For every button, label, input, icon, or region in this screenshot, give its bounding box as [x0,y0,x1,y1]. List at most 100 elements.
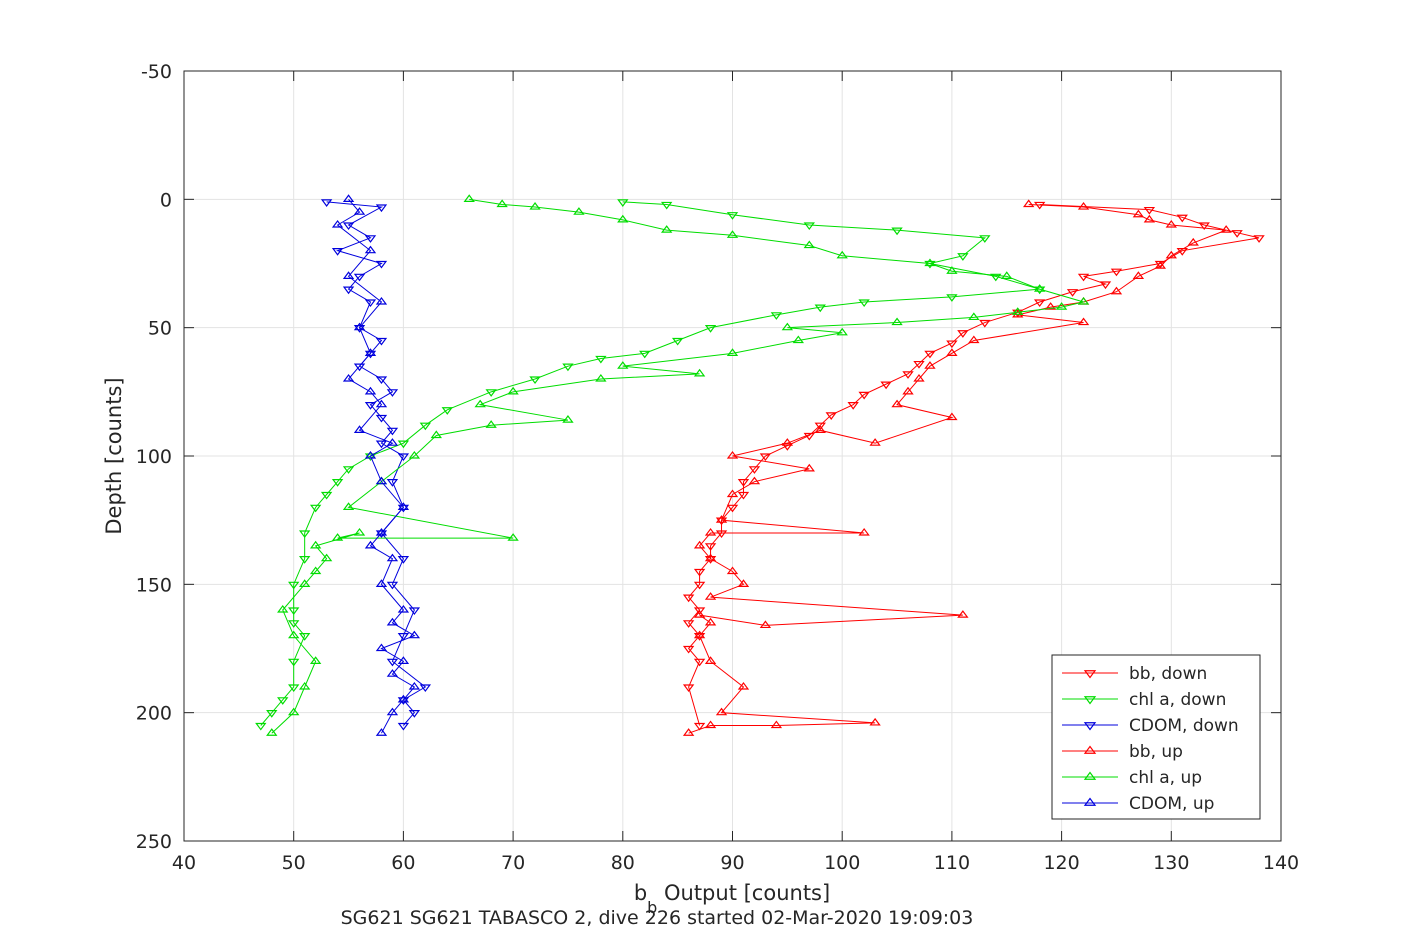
data-point [342,222,355,231]
data-point [397,504,410,513]
x-tick-label: 70 [501,852,525,874]
data-point [924,258,936,267]
data-point [342,466,355,474]
data-point [1077,201,1090,210]
series-line [687,203,1260,726]
data-point [1176,214,1188,223]
data-point [781,443,794,451]
data-point [1154,261,1167,269]
data-point [1110,268,1123,277]
series-3 [682,199,1232,736]
data-point [1022,199,1035,208]
data-point [430,430,443,439]
data-point [924,361,936,369]
data-point [869,717,881,726]
series-4 [266,194,1090,736]
data-point [331,219,344,228]
data-point [726,212,739,220]
series-5 [331,194,421,736]
data-point [364,386,377,395]
data-point [309,566,322,575]
data-point [617,361,629,369]
data-point [364,245,377,254]
data-point [946,348,958,356]
data-point [1220,225,1232,233]
data-point [342,194,355,202]
data-point [397,694,410,703]
data-point [913,360,925,369]
data-point [715,517,728,526]
data-point [397,556,410,564]
data-point [781,322,794,331]
legend-label: CDOM, up [1129,794,1214,814]
data-point [1110,286,1123,295]
data-point [946,412,958,421]
data-point [397,633,410,641]
data-point [364,450,377,459]
data-point [353,207,366,215]
legend-label: chl a, up [1129,768,1202,788]
data-point [891,399,903,408]
data-point [693,658,706,667]
legend-marker [1083,797,1097,806]
legend: bb, down chl a, down CDOM, down bb, up chl a… [1051,654,1261,820]
data-point [386,581,399,590]
data-point [507,533,519,541]
x-tick-label: 50 [282,852,306,874]
data-point [792,335,805,344]
data-point [386,553,399,562]
data-point [803,240,815,249]
y-tick-label: 0 [160,189,172,211]
data-point [342,502,355,510]
data-point [562,363,574,372]
data-point [979,319,991,328]
data-point [825,412,837,420]
data-point [858,299,870,308]
data-point [309,504,322,513]
data-point [693,368,706,377]
data-point [1033,299,1046,308]
data-point [968,312,980,321]
data-point [463,194,475,202]
data-point [298,556,311,564]
data-point [715,707,728,716]
data-point [759,453,772,462]
data-point [1033,284,1046,292]
data-point [814,422,826,431]
data-point [704,592,717,600]
data-point [375,643,388,652]
data-point [266,710,278,718]
data-point [375,414,388,423]
y-tick-label: 250 [136,831,172,853]
data-point [375,579,388,587]
data-point [957,610,969,618]
data-point [342,373,355,382]
data-point [891,317,903,326]
legend-marker [1083,745,1097,754]
legend-label: chl a, down [1129,690,1226,710]
data-point [386,658,399,667]
data-point [858,391,870,400]
data-point [1165,219,1177,228]
data-point [946,266,958,274]
data-point [386,479,399,487]
data-point [737,491,750,500]
data-point [386,669,399,677]
data-point [309,540,322,549]
x-tick-label: 140 [1263,852,1299,874]
data-point [288,620,300,628]
x-tick-label: 90 [720,852,744,874]
data-point [277,697,289,705]
data-point [441,407,453,415]
figure-caption: SG621 SG621 TABASCO 2, dive 226 started … [341,907,974,929]
data-point [419,684,432,693]
data-point [617,199,629,207]
y-tick-label: -50 [141,61,172,83]
data-point [397,502,410,510]
data-point [375,440,388,449]
data-point [419,422,432,431]
data-point [836,250,848,259]
data-point [288,607,300,616]
data-point [693,568,706,577]
